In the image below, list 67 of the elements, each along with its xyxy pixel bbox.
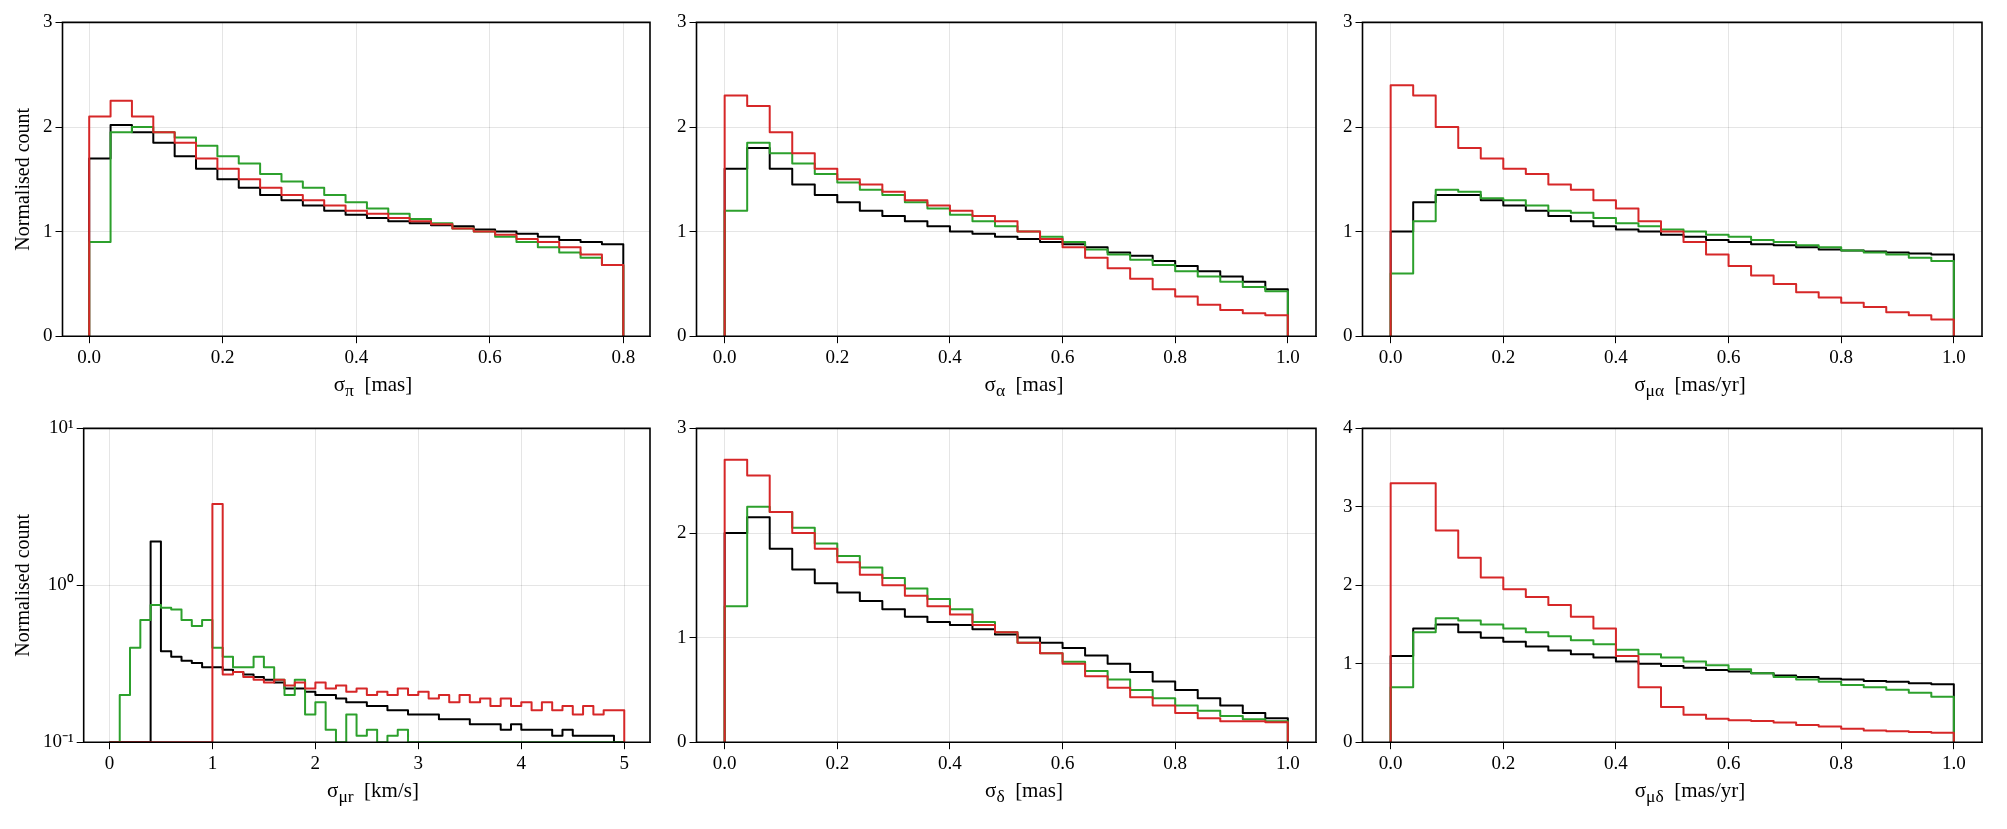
x-tick-label: 0.2 (1491, 345, 1516, 367)
y-axis-title: Normalised count (11, 513, 34, 657)
x-tick-label: 0 (104, 751, 115, 773)
x-tick-label: 0.2 (1491, 751, 1516, 773)
x-tick-label: 1.0 (1275, 751, 1300, 773)
x-tick-label: 0.8 (1829, 751, 1854, 773)
y-tick-label: 3 (677, 10, 687, 32)
x-tick-label: 0.6 (1050, 345, 1075, 367)
x-tick-label: 0.0 (1378, 751, 1403, 773)
x-tick-label: 0.0 (712, 751, 737, 773)
y-tick-label: 2 (43, 114, 53, 136)
y-tick-label: 10¹ (48, 416, 74, 438)
x-tick-label: 0.6 (477, 345, 502, 367)
x-tick-label: 0.6 (1050, 751, 1075, 773)
x-tick-label: 0.4 (938, 751, 963, 773)
y-tick-label: 3 (677, 416, 687, 438)
y-tick-label: 2 (677, 520, 687, 542)
y-tick-label: 0 (677, 324, 687, 346)
x-axis-title: σ$_{μα}$ [mas/yr] (1633, 372, 1747, 402)
x-axis-title: σ$_{π}$ [mas] (332, 372, 414, 402)
x-tick-label: 0.2 (825, 345, 850, 367)
x-tick-label: 0.8 (611, 345, 636, 367)
x-tick-label: 1.0 (1941, 751, 1966, 773)
y-tick-label: 10⁰ (47, 573, 74, 595)
x-axis-title: σ$_{μr}$ [km/s] (326, 778, 420, 808)
y-tick-label: 3 (43, 10, 53, 32)
y-tick-label: 1 (677, 625, 687, 647)
x-tick-label: 3 (413, 751, 424, 773)
y-tick-label: 1 (43, 219, 53, 241)
y-tick-label: 0 (43, 324, 53, 346)
x-tick-label: 0.6 (1716, 345, 1741, 367)
x-tick-label: 0.4 (344, 345, 369, 367)
x-tick-label: 1 (207, 751, 218, 773)
y-tick-label: 2 (1343, 114, 1353, 136)
y-tick-label: 4 (1343, 416, 1353, 438)
x-tick-label: 0.8 (1163, 751, 1188, 773)
x-tick-label: 0.4 (1604, 751, 1629, 773)
x-tick-label: 0.2 (825, 751, 850, 773)
x-axis-title: σ$_{μδ}$ [mas/yr] (1633, 778, 1747, 808)
y-tick-label: 2 (1343, 573, 1353, 595)
y-tick-label: 10⁻¹ (42, 730, 74, 752)
y-tick-label: 0 (1343, 324, 1353, 346)
x-tick-label: 1.0 (1941, 345, 1966, 367)
y-tick-label: 1 (1343, 651, 1353, 673)
y-tick-label: 3 (1343, 10, 1353, 32)
x-tick-label: 0.6 (1716, 751, 1741, 773)
x-tick-label: 0.0 (77, 345, 102, 367)
x-tick-label: 0.4 (1604, 345, 1629, 367)
x-tick-label: 5 (619, 751, 630, 773)
y-tick-label: 2 (677, 114, 687, 136)
y-tick-label: 1 (677, 219, 687, 241)
x-tick-label: 4 (516, 751, 527, 773)
y-tick-label: 1 (1343, 219, 1353, 241)
y-tick-label: 0 (677, 730, 687, 752)
x-tick-label: 2 (310, 751, 321, 773)
x-tick-label: 0.8 (1829, 345, 1854, 367)
x-axis-title: σ$_{α}$ [mas] (983, 372, 1065, 402)
x-tick-label: 0.4 (938, 345, 963, 367)
y-tick-label: 3 (1343, 494, 1353, 516)
x-tick-label: 0.2 (210, 345, 235, 367)
y-axis-title: Normalised count (11, 107, 34, 251)
x-axis-title: σ$_{δ}$ [mas] (984, 778, 1064, 808)
x-tick-label: 0.0 (1378, 345, 1403, 367)
x-tick-label: 0.0 (712, 345, 737, 367)
y-tick-label: 0 (1343, 730, 1353, 752)
x-tick-label: 1.0 (1275, 345, 1300, 367)
x-tick-label: 0.8 (1163, 345, 1188, 367)
